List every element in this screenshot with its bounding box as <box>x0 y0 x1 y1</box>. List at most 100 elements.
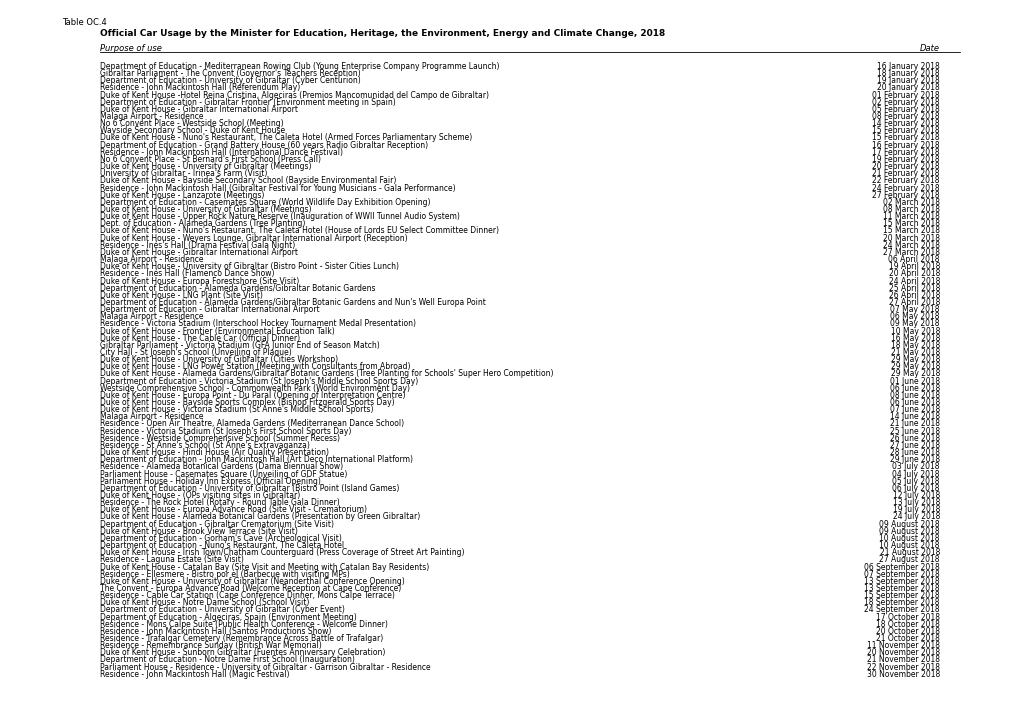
Text: 27 June 2018: 27 June 2018 <box>889 441 940 450</box>
Text: 27 March 2018: 27 March 2018 <box>882 248 940 257</box>
Text: 08 March 2018: 08 March 2018 <box>882 205 940 214</box>
Text: 16 January 2018: 16 January 2018 <box>876 62 940 71</box>
Text: 20 February 2018: 20 February 2018 <box>871 162 940 171</box>
Text: 05 July 2018: 05 July 2018 <box>892 477 940 486</box>
Text: Duke of Kent House - Frontier (Environmental Education Talk): Duke of Kent House - Frontier (Environme… <box>100 327 334 335</box>
Text: 06 April 2018: 06 April 2018 <box>888 255 940 264</box>
Text: Malaga Airport - Residence: Malaga Airport - Residence <box>100 412 204 421</box>
Text: 29 May 2018: 29 May 2018 <box>890 355 940 364</box>
Text: 02 February 2018: 02 February 2018 <box>871 98 940 107</box>
Text: Duke of Kent House - Weyers Lounge, Gibraltar International Airport (Reception): Duke of Kent House - Weyers Lounge, Gibr… <box>100 234 408 242</box>
Text: Residence - John Mackintosh Hall (Gibraltar Festival for Young Musicians - Gala : Residence - John Mackintosh Hall (Gibral… <box>100 184 455 193</box>
Text: Residence - John Mackintosh Hall (Referendum Play): Residence - John Mackintosh Hall (Refere… <box>100 84 300 92</box>
Text: 06 September 2018: 06 September 2018 <box>863 562 940 572</box>
Text: Residence - Mons Calpe Suite (Public Health Conference - Welcome Dinner): Residence - Mons Calpe Suite (Public Hea… <box>100 620 387 629</box>
Text: 16 February 2018: 16 February 2018 <box>871 141 940 150</box>
Text: 21 February 2018: 21 February 2018 <box>871 169 940 178</box>
Text: Residence - Inés's Hall (Drama Festival Gala Night): Residence - Inés's Hall (Drama Festival … <box>100 241 294 250</box>
Text: Residence - St Anne's School (St Anne's Extravaganza): Residence - St Anne's School (St Anne's … <box>100 441 310 450</box>
Text: Residence - Cable Car Station (Cape Conference Dinner, Mons Calpe Terrace): Residence - Cable Car Station (Cape Conf… <box>100 591 394 600</box>
Text: 08 June 2018: 08 June 2018 <box>889 391 940 400</box>
Text: Wayside Secondary School - Duke of Kent House: Wayside Secondary School - Duke of Kent … <box>100 126 285 136</box>
Text: Westside Comprehensive School - Commonwealth Park (World Environment Day): Westside Comprehensive School - Commonwe… <box>100 384 410 393</box>
Text: Duke of Kent House - Nuno's Restaurant, The Caleta Hotel (Armed Forces Parliamen: Duke of Kent House - Nuno's Restaurant, … <box>100 133 472 143</box>
Text: Residence - The Rock Hotel (Rotary - Round Table Gala Dinner): Residence - The Rock Hotel (Rotary - Rou… <box>100 498 339 507</box>
Text: Department of Education - Gibraltar Crematorium (Site Visit): Department of Education - Gibraltar Crem… <box>100 520 333 528</box>
Text: 29 May 2018: 29 May 2018 <box>890 369 940 379</box>
Text: Duke of Kent House - University of Gibraltar (Bistro Point - Sister Cities Lunch: Duke of Kent House - University of Gibra… <box>100 262 398 271</box>
Text: Department of Education - Nuno's Restaurant, The Caleta Hotel: Department of Education - Nuno's Restaur… <box>100 541 343 550</box>
Text: Duke of Kent House - Irish Town/Chatham Counterguard (Press Coverage of Street A: Duke of Kent House - Irish Town/Chatham … <box>100 548 464 557</box>
Text: 30 November 2018: 30 November 2018 <box>866 670 940 678</box>
Text: Department of Education - Gorham's Cave (Archeological Visit): Department of Education - Gorham's Cave … <box>100 534 341 543</box>
Text: 21 November 2018: 21 November 2018 <box>866 655 940 665</box>
Text: Duke of Kent House - University of Gibraltar (Cities Workshop): Duke of Kent House - University of Gibra… <box>100 355 337 364</box>
Text: Duke of Kent House - Alameda Gardens/Gibraltar Botanic Gardens (Tree Planting fo: Duke of Kent House - Alameda Gardens/Gib… <box>100 369 553 379</box>
Text: 08 February 2018: 08 February 2018 <box>871 112 940 121</box>
Text: Residence - John Mackintosh Hall (International Dance Festival): Residence - John Mackintosh Hall (Intern… <box>100 148 342 156</box>
Text: 29 June 2018: 29 June 2018 <box>889 455 940 464</box>
Text: Department of Education - Alameda Gardens/Gibraltar Botanic Gardens and Nun's We: Department of Education - Alameda Garden… <box>100 298 485 307</box>
Text: No 6 Convent Place - Westside School (Meeting): No 6 Convent Place - Westside School (Me… <box>100 119 283 128</box>
Text: 13 September 2018: 13 September 2018 <box>863 577 940 585</box>
Text: 15 February 2018: 15 February 2018 <box>871 133 940 143</box>
Text: 27 April 2018: 27 April 2018 <box>888 298 940 307</box>
Text: Department of Education - John Mackintosh Hall (Art Deco International Platform): Department of Education - John Mackintos… <box>100 455 413 464</box>
Text: 27 February 2018: 27 February 2018 <box>871 190 940 200</box>
Text: Malaga Airport - Residence: Malaga Airport - Residence <box>100 312 204 322</box>
Text: 06 May 2018: 06 May 2018 <box>890 312 940 322</box>
Text: Residence - John Mackintosh Hall (Magic Festival): Residence - John Mackintosh Hall (Magic … <box>100 670 289 678</box>
Text: 20 January 2018: 20 January 2018 <box>876 84 940 92</box>
Text: Duke of Kent House - The Cable Car (Official Dinner): Duke of Kent House - The Cable Car (Offi… <box>100 334 300 342</box>
Text: 20 April 2018: 20 April 2018 <box>888 270 940 278</box>
Text: 10 August 2018: 10 August 2018 <box>878 541 940 550</box>
Text: 10 August 2018: 10 August 2018 <box>878 534 940 543</box>
Text: University of Gibraltar - Irinea's Farm (Visit): University of Gibraltar - Irinea's Farm … <box>100 169 267 178</box>
Text: Duke of Kent House - Nuno's Restaurant, The Caleta Hotel (House of Lords EU Sele: Duke of Kent House - Nuno's Restaurant, … <box>100 226 498 236</box>
Text: Duke of Kent House - LNG Power Station (Meeting with Consultants from Abroad): Duke of Kent House - LNG Power Station (… <box>100 362 410 371</box>
Text: Residence - Laguna Estate (Site Visit): Residence - Laguna Estate (Site Visit) <box>100 555 244 565</box>
Text: 16 May 2018: 16 May 2018 <box>890 334 940 342</box>
Text: 01 June 2018: 01 June 2018 <box>889 376 940 386</box>
Text: 14 June 2018: 14 June 2018 <box>889 412 940 421</box>
Text: 17 February 2018: 17 February 2018 <box>871 148 940 156</box>
Text: 06 July 2018: 06 July 2018 <box>892 484 940 493</box>
Text: 24 April 2018: 24 April 2018 <box>888 276 940 286</box>
Text: 24 March 2018: 24 March 2018 <box>882 241 940 249</box>
Text: 15 March 2018: 15 March 2018 <box>882 219 940 229</box>
Text: Residence - Trafalgar Cemetery (Remembrance Across Battle of Trafalgar): Residence - Trafalgar Cemetery (Remembra… <box>100 634 383 643</box>
Text: 24 September 2018: 24 September 2018 <box>863 606 940 614</box>
Text: 18 January 2018: 18 January 2018 <box>876 69 940 78</box>
Text: City Hall - St Joseph's School (Unveiling of Plaque): City Hall - St Joseph's School (Unveilin… <box>100 348 291 357</box>
Text: Dept. of Education - Alameda Gardens (Tree Planting): Dept. of Education - Alameda Gardens (Tr… <box>100 219 305 229</box>
Text: 26 April 2018: 26 April 2018 <box>888 291 940 300</box>
Text: 22 November 2018: 22 November 2018 <box>866 663 940 671</box>
Text: Residence - Westside Comprehensive School (Summer Recess): Residence - Westside Comprehensive Schoo… <box>100 434 339 443</box>
Text: Duke of Kent House - Victoria Stadium (St Anne's Middle School Sports): Duke of Kent House - Victoria Stadium (S… <box>100 405 373 414</box>
Text: 21 October 2018: 21 October 2018 <box>875 634 940 643</box>
Text: Duke of Kent House - Gibraltar International Airport: Duke of Kent House - Gibraltar Internati… <box>100 248 298 257</box>
Text: 09 August 2018: 09 August 2018 <box>878 527 940 536</box>
Text: 19 July 2018: 19 July 2018 <box>892 505 940 514</box>
Text: 21 May 2018: 21 May 2018 <box>890 348 940 357</box>
Text: The Convent - Europa Advance Road (Welcome Reception at Cape Conference): The Convent - Europa Advance Road (Welco… <box>100 584 400 593</box>
Text: Department of Education - Algeciras, Spain (Environment Meeting): Department of Education - Algeciras, Spa… <box>100 613 357 622</box>
Text: Residence - Open Air Theatre, Alameda Gardens (Mediterranean Dance School): Residence - Open Air Theatre, Alameda Ga… <box>100 420 404 428</box>
Text: 06 June 2018: 06 June 2018 <box>889 384 940 393</box>
Text: 14 February 2018: 14 February 2018 <box>871 119 940 128</box>
Text: 20 March 2018: 20 March 2018 <box>882 234 940 242</box>
Text: 20 October 2018: 20 October 2018 <box>875 627 940 636</box>
Text: 25 April 2018: 25 April 2018 <box>888 283 940 293</box>
Text: 07 September 2018: 07 September 2018 <box>863 570 940 579</box>
Text: Duke of Kent House - Alameda Botanical Gardens (Presentation by Green Gibraltar): Duke of Kent House - Alameda Botanical G… <box>100 513 420 521</box>
Text: 15 February 2018: 15 February 2018 <box>871 126 940 136</box>
Text: Duke of Kent House - Catalan Bay (Site Visit and Meeting with Catalan Bay Reside: Duke of Kent House - Catalan Bay (Site V… <box>100 562 429 572</box>
Text: Duke of Kent House - University of Gibraltar (Meetings): Duke of Kent House - University of Gibra… <box>100 205 311 214</box>
Text: Duke of Kent House - Europa Point - Du Paral (Opening of Interpretation Centre): Duke of Kent House - Europa Point - Du P… <box>100 391 406 400</box>
Text: Residence - Inés Hall (Flamenco Dance Show): Residence - Inés Hall (Flamenco Dance Sh… <box>100 270 274 278</box>
Text: 19 February 2018: 19 February 2018 <box>871 155 940 164</box>
Text: Duke of Kent House - LNG Plant (Site Visit): Duke of Kent House - LNG Plant (Site Vis… <box>100 291 263 300</box>
Text: 24 February 2018: 24 February 2018 <box>871 184 940 193</box>
Text: Duke of Kent House - Bayside Sports Complex (Bishop Fitzgerald Sports Day): Duke of Kent House - Bayside Sports Comp… <box>100 398 394 407</box>
Text: Gibraltar Parliament - Victoria Stadium (GFA Junior End of Season Match): Gibraltar Parliament - Victoria Stadium … <box>100 341 379 350</box>
